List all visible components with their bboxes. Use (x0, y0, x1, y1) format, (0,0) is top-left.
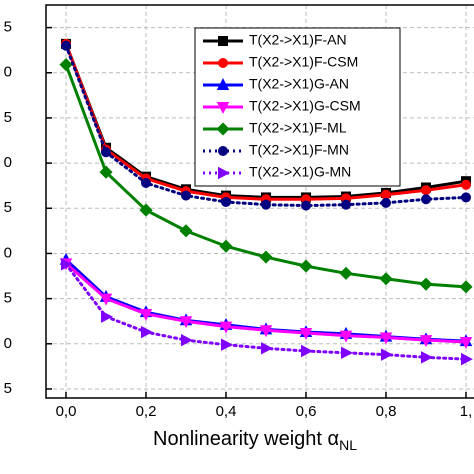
y-tick-label: 5 (4, 19, 12, 36)
legend-label: T(X2->X1)F-CSM (249, 54, 358, 70)
legend-label: T(X2->X1)F-MN (249, 142, 349, 158)
y-tick-label: 0 (4, 244, 12, 261)
marker (99, 165, 113, 179)
marker (221, 196, 231, 207)
marker (141, 325, 153, 339)
marker (139, 308, 153, 321)
marker (299, 327, 313, 340)
marker (259, 325, 273, 338)
marker (259, 250, 273, 264)
marker (379, 332, 393, 345)
marker (379, 272, 393, 286)
x-tick-label: 0,4 (216, 403, 237, 420)
legend-label: T(X2->X1)F-AN (249, 32, 347, 48)
x-tick-label: 1, (460, 403, 473, 420)
y-tick-label: 0 (4, 335, 12, 352)
marker (219, 239, 233, 253)
marker (301, 200, 311, 211)
marker (339, 266, 353, 280)
marker (221, 338, 233, 351)
plot-frame (45, 4, 474, 399)
marker (461, 192, 471, 203)
marker (421, 194, 431, 205)
marker (301, 344, 313, 358)
marker (341, 346, 353, 360)
marker (218, 166, 230, 180)
x-tick-label: 0,2 (136, 403, 157, 420)
y-tick-label: 5 (4, 380, 12, 397)
marker (419, 335, 433, 348)
marker (461, 352, 473, 366)
marker (218, 58, 228, 68)
marker (99, 293, 113, 306)
marker (461, 179, 471, 190)
marker (101, 310, 113, 323)
marker (459, 280, 473, 294)
marker (181, 190, 191, 201)
y-tick-label: 5 (4, 109, 12, 126)
marker (216, 78, 230, 90)
marker (261, 342, 273, 355)
legend-label: T(X2->X1)F-ML (249, 120, 347, 136)
x-axis-label-sub: NL (339, 437, 357, 453)
x-tick-label: 0,6 (296, 403, 317, 420)
y-tick-label: 0 (4, 64, 12, 81)
marker (421, 351, 433, 364)
legend-label: T(X2->X1)G-MN (249, 164, 351, 180)
marker (141, 177, 151, 188)
y-tick-label: 5 (4, 290, 12, 307)
marker (218, 36, 228, 46)
marker (299, 259, 313, 273)
marker (218, 146, 228, 156)
x-tick-label: 0,0 (56, 403, 77, 420)
marker (219, 321, 233, 334)
marker (419, 277, 433, 291)
marker (421, 185, 431, 196)
marker (179, 224, 193, 238)
marker (216, 102, 230, 114)
x-axis-label: Nonlinearity weight αNL (153, 428, 357, 452)
y-tick-label: 0 (4, 154, 12, 171)
marker (341, 199, 351, 210)
marker (381, 348, 393, 361)
legend-label: T(X2->X1)G-CSM (249, 98, 361, 114)
marker (179, 316, 193, 329)
legend-label: T(X2->X1)G-AN (249, 76, 349, 92)
marker (61, 258, 73, 271)
x-tick-label: 0,8 (376, 403, 397, 420)
marker (381, 197, 391, 208)
y-tick-label: 5 (4, 199, 12, 216)
x-axis-label-main: Nonlinearity weight α (153, 428, 339, 450)
marker (261, 199, 271, 210)
marker (216, 122, 230, 136)
marker (59, 58, 73, 72)
marker (339, 330, 353, 343)
marker (181, 333, 193, 347)
marker (61, 40, 71, 51)
marker (459, 336, 473, 349)
marker (139, 203, 153, 217)
marker (101, 147, 111, 158)
